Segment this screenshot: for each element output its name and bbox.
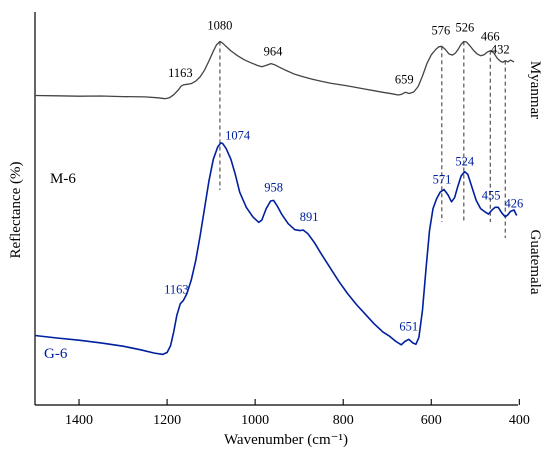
peak-label-651: 651	[399, 319, 418, 333]
peak-label-1163: 1163	[168, 66, 193, 80]
peak-label-455: 455	[482, 188, 501, 202]
x-tick-label: 800	[333, 413, 354, 428]
series-line-guatemala	[34, 142, 518, 356]
series-name-guatemala: Guatemala	[527, 230, 543, 295]
peak-label-526: 526	[455, 21, 474, 35]
series-name-myanmar: Myanmar	[527, 61, 543, 119]
x-tick-label: 1400	[65, 413, 93, 428]
peak-label-1080: 1080	[207, 19, 232, 33]
peak-label-958: 958	[264, 180, 283, 194]
plot-frame	[34, 12, 518, 406]
sample-name-guatemala: G-6	[44, 346, 68, 362]
x-axis-title: Wavenumber (cm⁻¹)	[224, 432, 348, 448]
series-lines	[34, 40, 518, 356]
peak-label-576: 576	[431, 23, 450, 37]
x-axis-ticks: 1400 1200 1000 800 600 400	[65, 399, 530, 428]
peak-label-432: 432	[491, 43, 510, 57]
peak-label-964: 964	[264, 45, 284, 59]
peak-guide-lines	[219, 41, 506, 238]
peak-label-891: 891	[300, 210, 319, 224]
series-line-myanmar	[34, 40, 515, 100]
sample-name-myanmar: M-6	[50, 171, 76, 187]
peak-label-1074: 1074	[225, 128, 251, 142]
x-tick-label: 1000	[241, 413, 269, 428]
x-tick-label: 400	[509, 413, 530, 428]
peak-label-466: 466	[481, 30, 500, 44]
peak-label-659: 659	[395, 72, 414, 86]
peak-label-1163: 1163	[164, 282, 189, 296]
x-tick-label: 600	[421, 413, 442, 428]
peak-label-571: 571	[433, 172, 452, 186]
peak-label-524: 524	[455, 155, 475, 169]
y-axis-title: Reflectance (%)	[8, 161, 24, 258]
x-tick-label: 1200	[153, 413, 181, 428]
peak-label-426: 426	[504, 197, 523, 211]
series-names: M-6 Myanmar G-6 Guatemala	[44, 61, 543, 362]
